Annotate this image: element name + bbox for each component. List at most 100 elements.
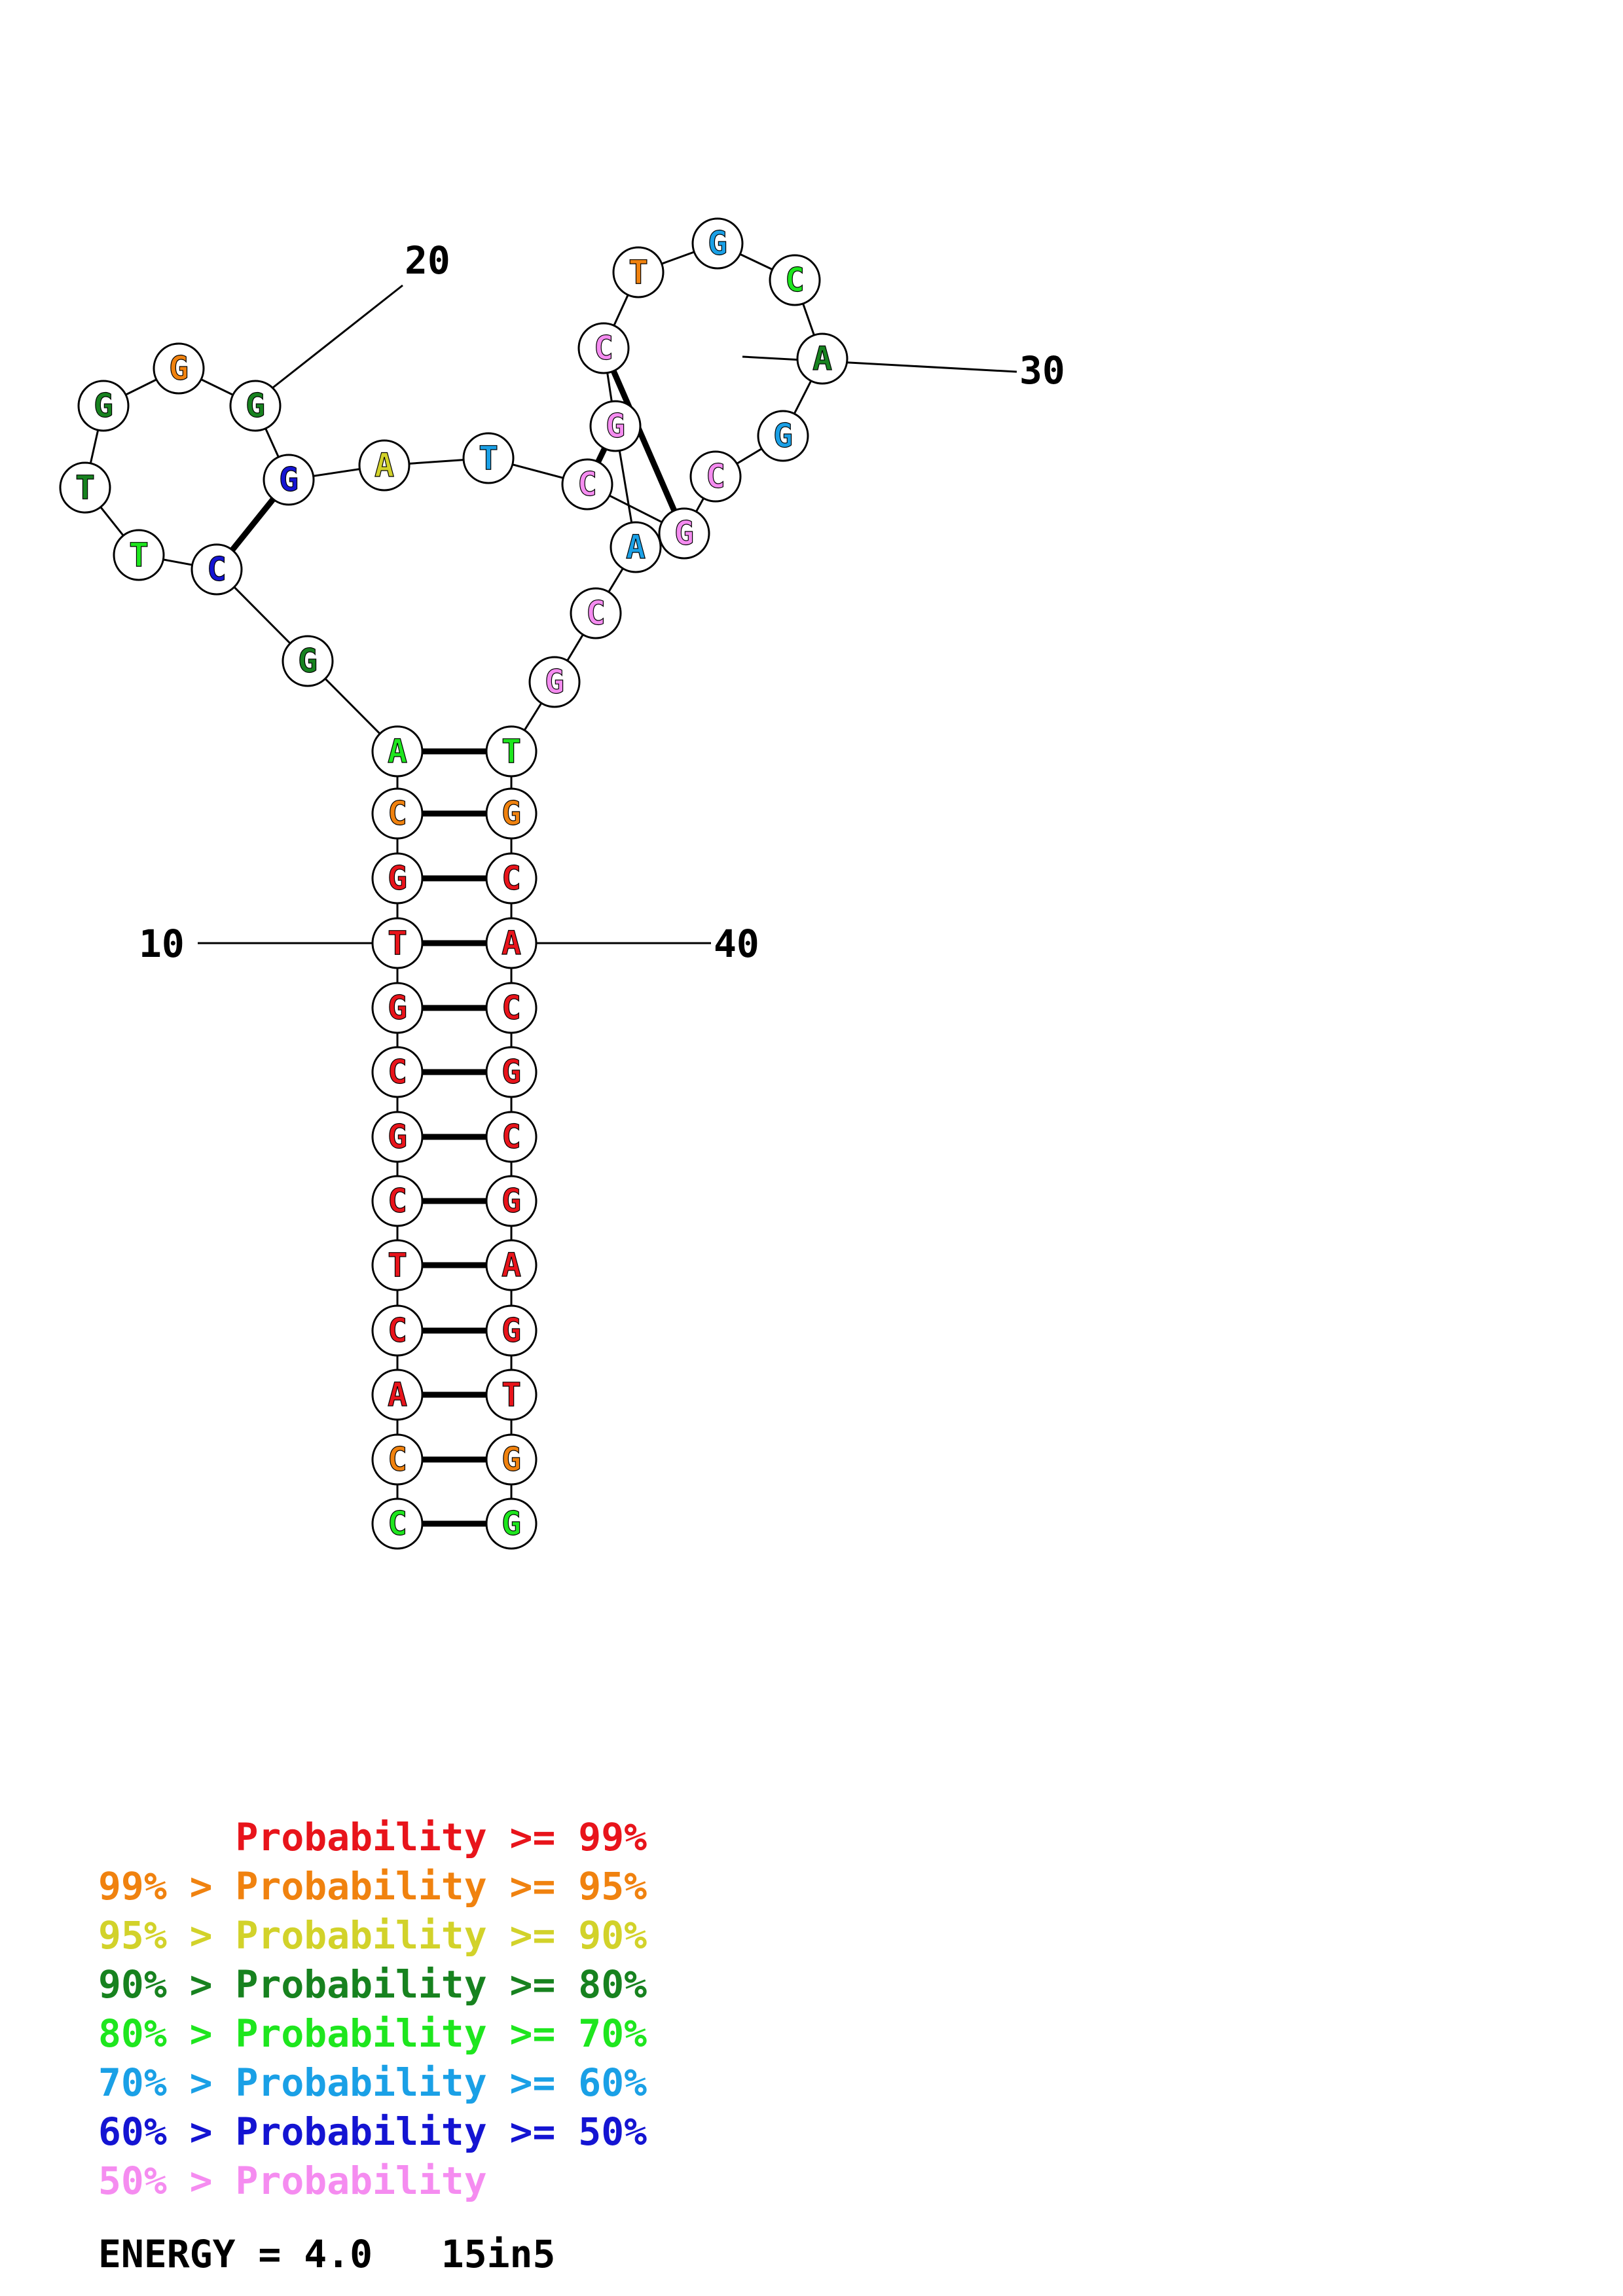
nucleotide-base: C (706, 457, 725, 495)
nucleotide-base: G (708, 224, 727, 262)
nucleotide-base: C (501, 989, 521, 1027)
legend-prefix: 60% > (98, 2109, 236, 2154)
nucleotide-41: C (485, 982, 538, 1034)
nucleotide-circle (485, 787, 538, 840)
legend-label: Probability (235, 2159, 487, 2203)
nucleotide-base: G (674, 514, 694, 552)
nucleotide-34: A (610, 521, 662, 573)
nucleotide-base: G (501, 1053, 521, 1091)
nucleotide-7: G (371, 1111, 424, 1163)
nucleotide-47: T (485, 1369, 538, 1421)
nucleotide-base: T (388, 924, 407, 962)
nucleotide-20: G (229, 380, 282, 432)
nucleotide-circle (570, 587, 622, 639)
nucleotide-40: A (485, 917, 538, 969)
position-label-line (742, 355, 1017, 373)
nucleotide-13: A (371, 725, 424, 778)
probability-legend: Probability >= 99% 99% > Probability >= 9… (98, 1813, 647, 2206)
nucleotide-base: G (169, 350, 189, 387)
nucleotide-circle (371, 1046, 424, 1098)
nucleotide-circle (485, 1175, 538, 1227)
nucleotide-circle (263, 454, 315, 506)
nucleotide-circle (77, 380, 130, 432)
nucleotide-27: G (757, 410, 809, 462)
legend-label: Probability (235, 1815, 487, 1859)
base-pair-lines (230, 370, 677, 1527)
nucleotide-1: C (371, 1498, 424, 1550)
nucleotide-circle (191, 543, 243, 596)
nucleotide-circle (485, 1369, 538, 1421)
nucleotide-circle (371, 1304, 424, 1357)
nucleotide-base: A (812, 340, 832, 378)
nucleotide-circle (371, 1498, 424, 1550)
nucleotide-22: A (358, 439, 410, 492)
nucleotide-39: C (485, 852, 538, 905)
nucleotide-11: G (371, 852, 424, 905)
nucleotide-base: A (388, 732, 407, 770)
legend-row-1: 99% > Probability >= 95% (98, 1862, 647, 1911)
position-label-40: 40 (714, 922, 759, 966)
legend-row-7: 50% > Probability (98, 2157, 647, 2206)
nucleotide-44: G (485, 1175, 538, 1227)
nucleotide-base: G (773, 417, 793, 455)
legend-prefix: 95% > (98, 1913, 236, 1958)
nucleotide-19: G (153, 342, 205, 395)
legend-row-5: 70% > Probability >= 60% (98, 2058, 647, 2108)
nucleotide-circle (610, 521, 662, 573)
legend-suffix: >= 50% (486, 2109, 647, 2154)
nucleotide-base: C (207, 550, 227, 588)
nucleotide-29: C (769, 254, 821, 306)
legend-label: Probability (235, 2109, 487, 2154)
nucleotide-circle (153, 342, 205, 395)
legend-row-4: 80% > Probability >= 70% (98, 2009, 647, 2058)
nucleotide-base: C (388, 1182, 407, 1220)
nucleotide-33: G (589, 400, 642, 452)
nucleotide-circle (358, 439, 410, 492)
nucleotide-circle (485, 852, 538, 905)
nucleotide-circle (371, 1433, 424, 1486)
nucleotide-base: G (279, 461, 299, 499)
nucleotide-2: C (371, 1433, 424, 1486)
nucleotide-circle (485, 1239, 538, 1291)
nucleotide-circle (485, 725, 538, 778)
position-labels: 10 20 30 40 (139, 238, 1065, 966)
nucleotide-base: T (501, 1376, 521, 1414)
nucleotide-circle (371, 1369, 424, 1421)
energy-label: ENERGY = 4.0 15in5 (98, 2232, 556, 2276)
nucleotide-circle (371, 787, 424, 840)
legend-label: Probability (235, 1913, 487, 1958)
nucleotide-base: T (388, 1246, 407, 1284)
nucleotide-base: C (388, 1441, 407, 1479)
legend-suffix: >= 99% (486, 1815, 647, 1859)
nucleotide-base: C (586, 594, 606, 632)
legend-row-3: 90% > Probability >= 80% (98, 1960, 647, 2009)
nucleotide-25: G (658, 507, 710, 560)
legend-suffix: >= 70% (486, 2011, 647, 2056)
nucleotide-circle (577, 322, 630, 374)
nucleotide-circle (561, 458, 613, 511)
nucleotide-37: T (485, 725, 538, 778)
legend-prefix: 70% > (98, 2060, 236, 2105)
nucleotide-base: G (501, 1505, 521, 1543)
nucleotide-18: G (77, 380, 130, 432)
nucleotide-30: G (691, 217, 744, 270)
nucleotide-circle (371, 852, 424, 905)
nucleotide-45: A (485, 1239, 538, 1291)
nucleotide-base: T (75, 469, 95, 507)
nucleotide-base: C (577, 465, 597, 503)
position-label-lines (198, 284, 1017, 944)
legend-label: Probability (235, 2060, 487, 2105)
nucleotide-28: A (796, 332, 848, 385)
nucleotide-base: G (501, 1312, 521, 1350)
nucleotide-circle (371, 917, 424, 969)
nucleotide-4: C (371, 1304, 424, 1357)
nucleotide-15: C (191, 543, 243, 596)
nucleotide-16: T (113, 529, 165, 581)
nucleotide-circle (485, 1433, 538, 1486)
nucleotide-base: T (479, 439, 498, 477)
nucleotide-base: A (501, 1246, 521, 1284)
nucleotide-base: G (606, 407, 625, 445)
nucleotide-31: T (612, 246, 665, 298)
nucleotide-8: C (371, 1046, 424, 1098)
